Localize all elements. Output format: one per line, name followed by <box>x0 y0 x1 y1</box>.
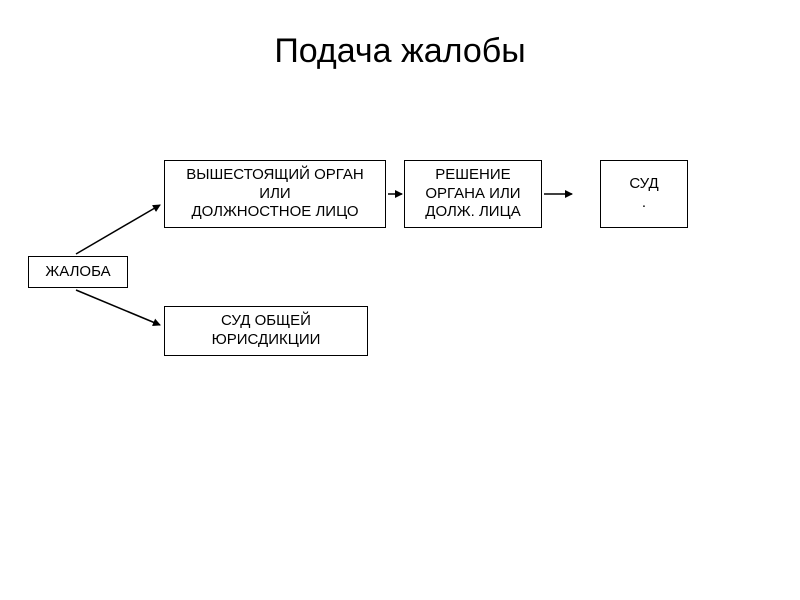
node-upper-authority-label: ВЫШЕСТОЯЩИЙ ОРГАНИЛИДОЛЖНОСТНОЕ ЛИЦО <box>186 166 363 222</box>
node-upper-authority: ВЫШЕСТОЯЩИЙ ОРГАНИЛИДОЛЖНОСТНОЕ ЛИЦО <box>164 160 386 228</box>
node-complaint: ЖАЛОБА <box>28 256 128 288</box>
diagram-title: Подача жалобы <box>0 32 800 71</box>
node-court: СУД. <box>600 160 688 228</box>
node-decision: РЕШЕНИЕОРГАНА ИЛИДОЛЖ. ЛИЦА <box>404 160 542 228</box>
node-court-label: СУД. <box>629 175 658 213</box>
node-complaint-label: ЖАЛОБА <box>45 263 110 282</box>
arrows-layer <box>0 0 800 600</box>
node-general-jurisdiction-court: СУД ОБЩЕЙЮРИСДИКЦИИ <box>164 306 368 356</box>
node-general-jurisdiction-court-label: СУД ОБЩЕЙЮРИСДИКЦИИ <box>212 312 321 350</box>
node-decision-label: РЕШЕНИЕОРГАНА ИЛИДОЛЖ. ЛИЦА <box>425 166 520 222</box>
